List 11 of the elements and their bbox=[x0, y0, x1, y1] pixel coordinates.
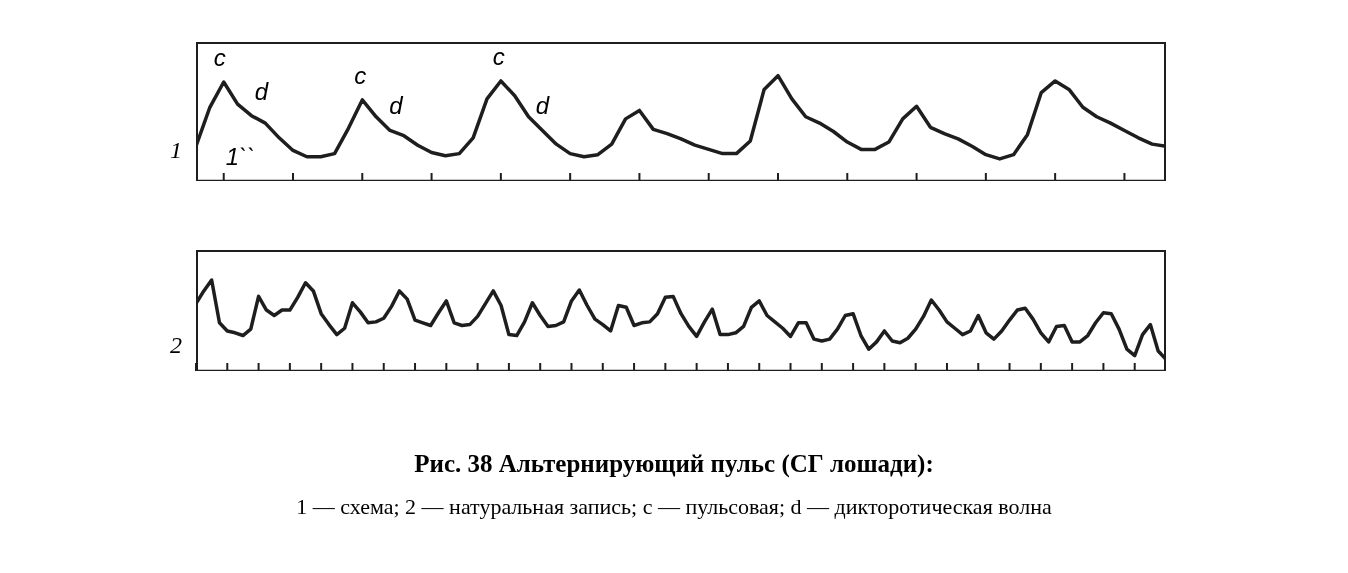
text: Рис. 38 Альтернирующий пульс (СГ лошади): bbox=[413, 450, 935, 478]
y-axis-title: 2 bbox=[170, 332, 182, 360]
annotation: c bbox=[354, 61, 367, 90]
y-axis-title: 1 bbox=[170, 136, 182, 164]
text: c bbox=[492, 42, 505, 71]
annotation: 1`` bbox=[225, 143, 255, 171]
text: 1 — схема; 2 — натуральная запись; c — пульсовая; d — дикторотическая волна bbox=[295, 494, 1053, 520]
annotation: d bbox=[254, 77, 269, 106]
text: c bbox=[213, 44, 226, 72]
annotation: d bbox=[389, 92, 403, 121]
annotation: d bbox=[535, 92, 550, 121]
